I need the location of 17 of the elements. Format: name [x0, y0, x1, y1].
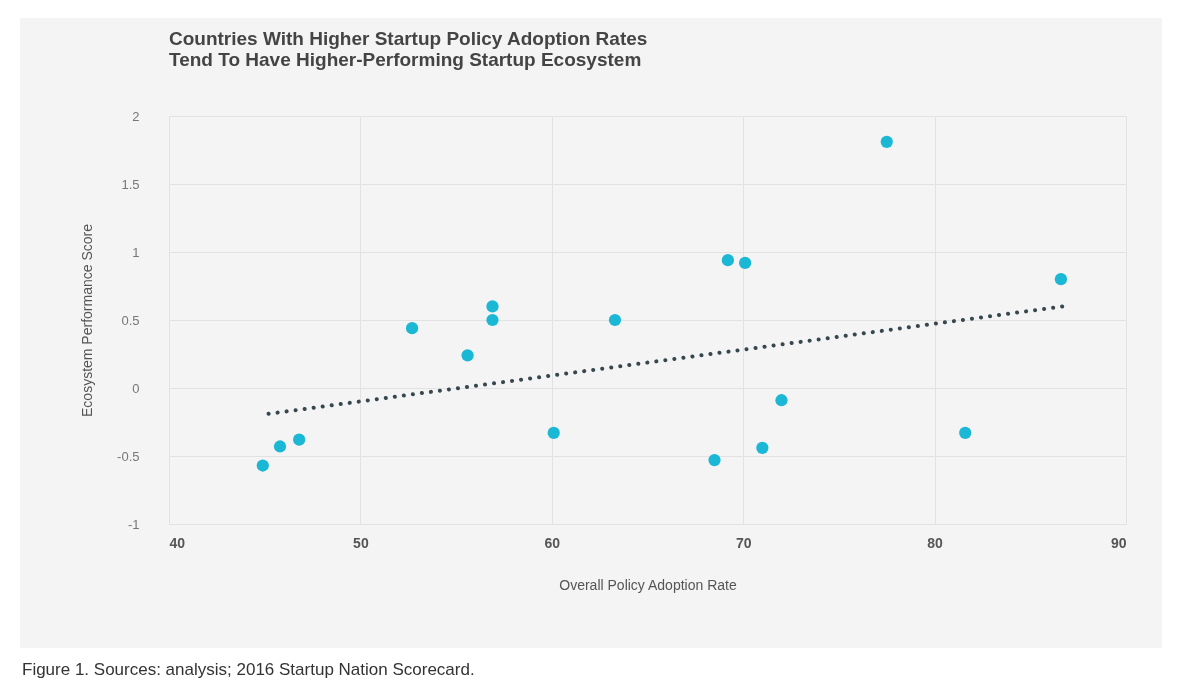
y-tick-label: 1 [132, 244, 140, 260]
y-tick-label: 0 [132, 380, 140, 396]
x-tick-label: 80 [927, 534, 944, 551]
x-tick-label: 50 [353, 534, 369, 551]
y-tick-label: 1.5 [121, 176, 140, 192]
y-axis-title: Ecosystem Performance Score [79, 223, 96, 417]
x-tick-label: 90 [1110, 534, 1127, 551]
chart-title: Countries With Higher Startup Policy Adoption Rates Tend To Have Higher-Performing Startup Ecosystem [169, 28, 648, 70]
caption: Figure 1. Sources: analysis; 2016 Startup Nation Scorecard. [22, 660, 475, 680]
x-axis-title: Overall Policy Adoption Rate [559, 576, 737, 593]
y-tick-label: 0.5 [121, 312, 140, 328]
y-tick-label: -0.5 [117, 448, 140, 464]
y-tick-label: 2 [132, 108, 140, 124]
y-tick-label: -1 [127, 516, 140, 532]
x-tick-label: 70 [735, 534, 752, 551]
x-tick-label: 40 [169, 534, 186, 551]
x-tick-label: 60 [544, 534, 561, 551]
